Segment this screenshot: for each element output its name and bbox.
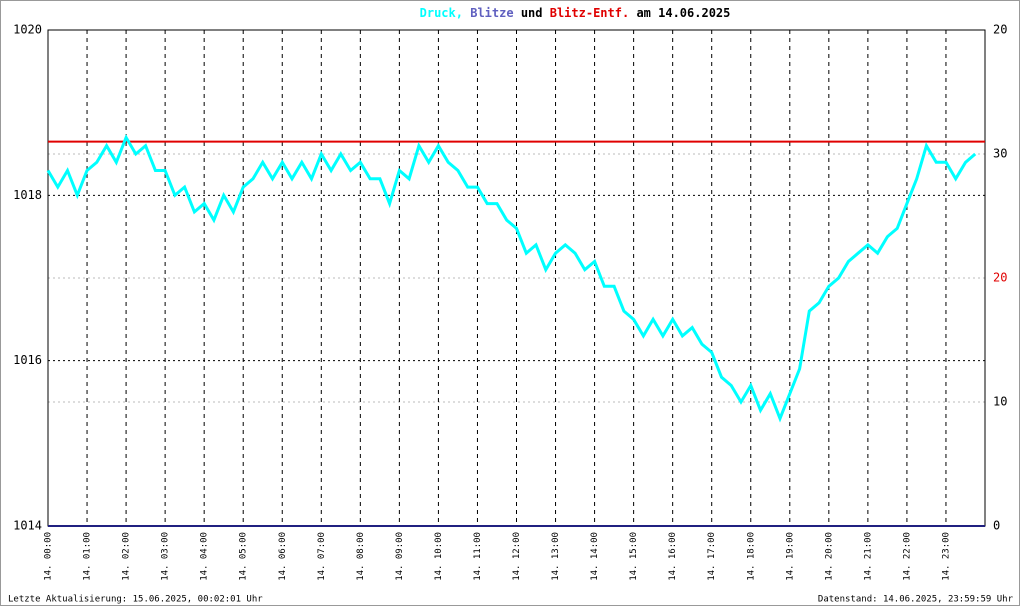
x-tick-label: 14. 05:00 <box>239 532 249 581</box>
footer-right: Datenstand: 14.06.2025, 23:59:59 Uhr <box>818 595 1014 605</box>
x-tick-label: 14. 01:00 <box>83 532 93 581</box>
x-tick-label: 14. 20:00 <box>824 532 834 581</box>
y2-tick-label: 10 <box>993 395 1007 409</box>
x-tick-label: 14. 18:00 <box>746 532 756 581</box>
x-tick-label: 14. 13:00 <box>551 532 561 581</box>
y-tick-label: 1018 <box>13 188 42 202</box>
title-part: Druck, <box>420 6 463 20</box>
title-part: Blitze <box>470 6 513 20</box>
x-tick-label: 14. 22:00 <box>902 532 912 581</box>
x-tick-label: 14. 03:00 <box>161 532 171 581</box>
x-tick-label: 14. 23:00 <box>941 532 951 581</box>
y2-tick-label: 20 <box>993 23 1007 37</box>
x-tick-label: 14. 11:00 <box>473 532 483 581</box>
y-tick-label: 1014 <box>13 519 42 533</box>
x-tick-label: 14. 02:00 <box>122 532 132 581</box>
x-tick-label: 14. 10:00 <box>434 532 444 581</box>
footer-left: Letzte Aktualisierung: 15.06.2025, 00:02… <box>8 595 263 605</box>
y-tick-label: 1016 <box>13 353 42 367</box>
x-tick-label: 14. 15:00 <box>629 532 639 581</box>
y2-tick-label: 30 <box>993 147 1007 161</box>
x-tick-label: 14. 16:00 <box>668 532 678 581</box>
x-tick-label: 14. 12:00 <box>512 532 522 581</box>
x-tick-label: 14. 00:00 <box>44 532 54 581</box>
y2-tick-label: 0 <box>993 519 1000 533</box>
x-tick-label: 14. 14:00 <box>590 532 600 581</box>
x-tick-label: 14. 09:00 <box>395 532 405 581</box>
title-part: Blitz-Entf. <box>550 6 629 20</box>
x-tick-label: 14. 07:00 <box>317 532 327 581</box>
title-part: und <box>521 6 543 20</box>
x-tick-label: 14. 08:00 <box>356 532 366 581</box>
y-tick-label: 1020 <box>13 23 42 37</box>
series-line <box>46 134 977 423</box>
y2-tick-label: 20 <box>993 271 1007 285</box>
title-part: am 14.06.2025 <box>636 6 730 20</box>
x-tick-label: 14. 06:00 <box>278 532 288 581</box>
x-tick-label: 14. 21:00 <box>863 532 873 581</box>
x-tick-label: 14. 19:00 <box>785 532 795 581</box>
x-tick-label: 14. 17:00 <box>707 532 717 581</box>
chart-title: Druck, Blitze und Blitz-Entf. am 14.06.2… <box>420 6 731 20</box>
x-tick-label: 14. 04:00 <box>200 532 210 581</box>
